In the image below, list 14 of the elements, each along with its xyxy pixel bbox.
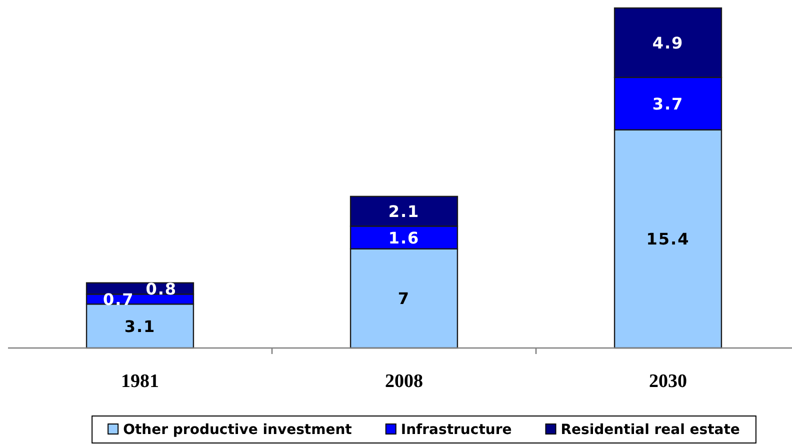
data-label: 3.1 [124,316,156,336]
data-label: 0.8 [146,279,178,298]
data-label: 1.6 [388,228,420,248]
data-label: 4.9 [652,33,684,52]
data-label: 15.4 [646,230,690,249]
x-tick-label: 2030 [649,371,687,392]
data-label: 3.7 [652,94,684,114]
legend-label: Infrastructure [400,422,512,438]
x-tick-label: 1981 [121,371,159,392]
data-label: 7 [398,289,410,308]
x-tick-label: 2008 [385,371,423,392]
legend-label: Other productive investment [123,422,352,438]
data-label: 2.1 [388,202,420,222]
legend-label: Residential real estate [560,422,740,438]
